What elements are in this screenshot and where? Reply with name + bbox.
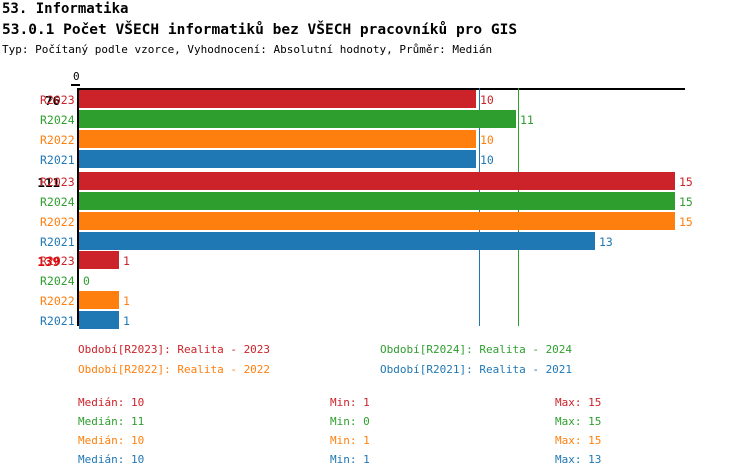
stat-median-value: Medián: 10: [78, 434, 145, 447]
bar[interactable]: [79, 192, 675, 210]
bar-value-label: 1: [123, 314, 130, 328]
bar-value-label: 10: [480, 93, 494, 107]
series-label: R2022: [40, 294, 75, 308]
bar[interactable]: [79, 251, 119, 269]
legend-entry[interactable]: Období[R2023]: Realita - 2023: [78, 343, 271, 356]
group-label: 111: [37, 175, 60, 190]
stat-max-value: Max: 15: [555, 396, 602, 409]
bar[interactable]: [79, 232, 595, 250]
stat-max-value: Max: 13: [555, 453, 602, 466]
bar-value-label: 11: [520, 113, 534, 127]
series-label: R2023: [40, 175, 75, 189]
group-label: 139: [37, 254, 60, 269]
bar-value-label: 15: [679, 215, 693, 229]
bar[interactable]: [79, 172, 675, 190]
series-label: R2022: [40, 133, 75, 147]
series-label: R2021: [40, 153, 75, 167]
axis-zero-line: [77, 88, 79, 326]
axis-zero-label: 0: [73, 70, 80, 83]
bar[interactable]: [79, 150, 476, 168]
stat-min-value: Min: 1: [330, 453, 370, 466]
axis-zero-tick: [71, 84, 80, 86]
bar-value-label: 15: [679, 175, 693, 189]
bar-value-label: 1: [123, 254, 130, 268]
stat-min-value: Min: 1: [330, 396, 370, 409]
stat-median-value: Medián: 10: [78, 453, 145, 466]
stat-median-value: Medián: 11: [78, 415, 145, 428]
bar-value-label: 0: [83, 274, 90, 288]
bar[interactable]: [79, 311, 119, 329]
series-label: R2024: [40, 113, 75, 127]
bar-value-label: 1: [123, 294, 130, 308]
bar-chart-plot-area: 0 76 R2023 10 R2024 11 R2022 10 R2021 10 111 R2023…: [37, 70, 693, 329]
bar-value-label: 10: [480, 153, 494, 167]
bar[interactable]: [79, 212, 675, 230]
bar[interactable]: [79, 110, 516, 128]
stat-median-value: Medián: 10: [78, 396, 145, 409]
series-label: R2024: [40, 274, 75, 288]
bar-value-label: 13: [599, 235, 613, 249]
series-label: R2021: [40, 314, 75, 328]
series-label: R2022: [40, 215, 75, 229]
group-label: 76: [44, 93, 60, 108]
chapter-title: 53. Informatika: [2, 1, 129, 17]
series-label: R2023: [40, 93, 75, 107]
series-label: R2021: [40, 235, 75, 249]
bar-value-label: 15: [679, 195, 693, 209]
stat-max-value: Max: 15: [555, 415, 602, 428]
series-label: R2024: [40, 195, 75, 209]
axis-top-line: [77, 88, 685, 90]
legend-entry[interactable]: Období[R2024]: Realita - 2024: [380, 343, 573, 356]
bar[interactable]: [79, 90, 476, 108]
stat-min-value: Min: 0: [330, 415, 370, 428]
bar[interactable]: [79, 291, 119, 309]
bar-value-label: 10: [480, 133, 494, 147]
report-subtitle: Typ: Počítaný podle vzorce, Vyhodnocení:…: [2, 43, 493, 56]
report-title: 53.0.1 Počet VŠECH informatiků bez VŠECH…: [2, 22, 518, 38]
stat-min-value: Min: 1: [330, 434, 370, 447]
legend-entry[interactable]: Období[R2022]: Realita - 2022: [78, 363, 271, 376]
stat-max-value: Max: 15: [555, 434, 602, 447]
legend-entry[interactable]: Období[R2021]: Realita - 2021: [380, 363, 573, 376]
bar[interactable]: [79, 130, 476, 148]
series-label: R2023: [40, 254, 75, 268]
